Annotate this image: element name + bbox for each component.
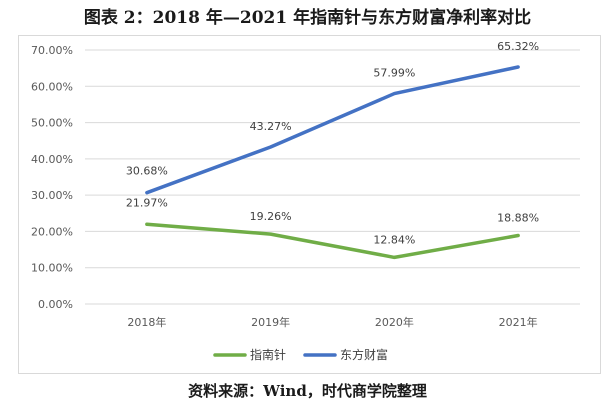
chart-area: [18, 35, 601, 374]
legend-label: 东方财富: [340, 347, 388, 362]
y-tick-label: 0.00%: [38, 298, 73, 311]
data-label: 21.97%: [126, 196, 168, 209]
data-label: 65.32%: [497, 40, 539, 53]
y-tick-label: 20.00%: [31, 225, 73, 238]
series-line-zhinanzhen: [145, 222, 520, 260]
data-label: 12.84%: [373, 233, 415, 246]
x-tick-label: 2018年: [127, 315, 166, 329]
x-tick-label: 2021年: [499, 315, 538, 329]
source-note: 资料来源：Wind，时代商学院整理: [188, 382, 427, 400]
data-label: 18.88%: [497, 211, 539, 224]
chart-title: 图表 2：2018 年—2021 年指南针与东方财富净利率对比: [83, 8, 532, 28]
y-tick-label: 70.00%: [31, 44, 73, 57]
data-label: 57.99%: [373, 67, 415, 80]
y-tick-label: 40.00%: [31, 153, 73, 166]
series-line-dongfangcaifu: [145, 65, 520, 195]
data-label: 19.26%: [250, 210, 292, 223]
legend-label: 指南针: [250, 347, 286, 362]
y-tick-label: 30.00%: [31, 189, 73, 202]
y-tick-label: 60.00%: [31, 80, 73, 93]
x-tick-label: 2020年: [375, 315, 414, 329]
x-tick-label: 2019年: [251, 315, 290, 329]
y-tick-label: 10.00%: [31, 262, 73, 275]
y-tick-label: 50.00%: [31, 117, 73, 130]
data-label: 43.27%: [250, 120, 292, 133]
data-label: 30.68%: [126, 165, 168, 178]
